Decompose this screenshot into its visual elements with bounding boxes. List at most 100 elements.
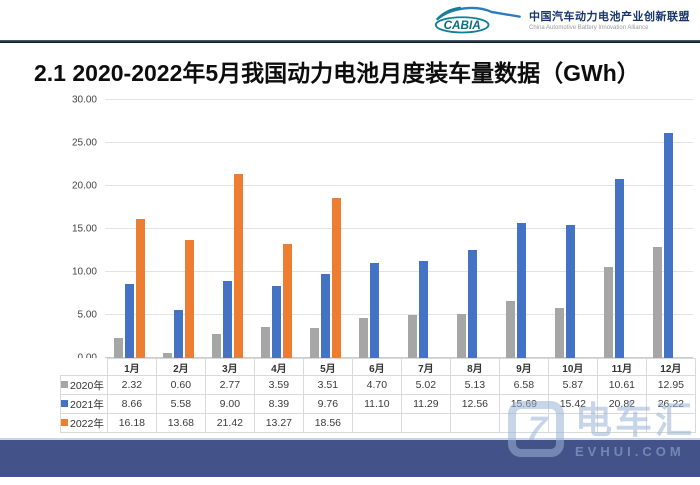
bar-slot [419, 100, 428, 358]
value-cell: 20.82 [596, 394, 647, 414]
bar-slot [310, 100, 319, 358]
bar-slot [577, 100, 586, 358]
y-tick-label: 30.00 [71, 94, 97, 106]
bar [310, 327, 319, 358]
bar [419, 260, 428, 358]
bar-slot [468, 100, 477, 358]
bar [261, 327, 270, 358]
value-cell [498, 413, 549, 433]
series-label: 2022年 [60, 413, 108, 433]
org-name-en: China Automotive Battery Innovation Alli… [529, 24, 649, 31]
cabia-logo-icon: CABIA [434, 6, 521, 34]
value-cell: 26.22 [645, 394, 696, 414]
table-corner-cell [60, 358, 108, 376]
gridline [105, 271, 693, 272]
bar-slot [615, 100, 624, 358]
bar [223, 280, 232, 358]
value-cell: 10.61 [596, 375, 647, 395]
month-header: 10月 [547, 358, 598, 376]
bar-slot [555, 100, 564, 358]
month-header: 7月 [400, 358, 451, 376]
bar-group [546, 100, 595, 358]
bar-groups [105, 100, 693, 358]
value-cell: 3.51 [302, 375, 353, 395]
table-body: 2020年 2.32 0.60 2.77 3.59 3.51 4.70 5.02 5.13 6.5… [60, 375, 696, 433]
gridline [105, 142, 693, 143]
bar-slot [479, 100, 488, 358]
bar [653, 246, 662, 358]
value-cell [351, 413, 402, 433]
bar [555, 307, 564, 358]
bar [174, 310, 183, 358]
bar [664, 132, 673, 358]
bar-slot [604, 100, 613, 358]
y-tick-label: 10.00 [71, 266, 97, 278]
bar-group [252, 100, 301, 358]
value-cell: 8.66 [106, 394, 157, 414]
value-cell: 11.29 [400, 394, 451, 414]
org-name-cn: 中国汽车动力电池产业创新联盟 [529, 10, 690, 23]
y-tick-label: 25.00 [71, 137, 97, 149]
value-cell: 5.58 [155, 394, 206, 414]
value-cell: 18.56 [302, 413, 353, 433]
table-row: 2021年 8.66 5.58 9.00 8.39 9.76 11.10 11.29 12.56… [60, 394, 696, 414]
chart-plot [105, 99, 693, 358]
bar-slot [626, 100, 635, 358]
bar-slot [212, 100, 221, 358]
cabia-logo-text: CABIA [444, 19, 481, 32]
bar-slot [359, 100, 368, 358]
value-cell: 5.87 [547, 375, 598, 395]
bar [468, 249, 477, 358]
series-name: 2020年 [70, 379, 104, 392]
value-cell: 2.77 [204, 375, 255, 395]
value-cell: 8.39 [253, 394, 304, 414]
bar [566, 225, 575, 358]
bar-slot [283, 100, 292, 358]
bar-group [595, 100, 644, 358]
gridline [105, 228, 693, 229]
bar-slot [234, 100, 243, 358]
gridline [105, 99, 693, 100]
series-name: 2021年 [70, 398, 104, 411]
bar-slot [381, 100, 390, 358]
bar-slot [261, 100, 270, 358]
bar-group [154, 100, 203, 358]
series-name: 2022年 [70, 417, 104, 430]
value-cell: 12.95 [645, 375, 696, 395]
bar-group [644, 100, 693, 358]
bar-slot [114, 100, 123, 358]
y-tick-label: 5.00 [77, 309, 97, 321]
bar [136, 218, 145, 358]
bar-slot [506, 100, 515, 358]
table-head-row: 1月 2月 3月 4月 5月 6月 7月 8月 9月 10月 11月 12月 [60, 358, 696, 376]
value-cell [547, 413, 598, 433]
bar [506, 301, 515, 358]
value-cell: 15.42 [547, 394, 598, 414]
bar-group [301, 100, 350, 358]
month-header: 8月 [449, 358, 500, 376]
header: CABIA 中国汽车动力电池产业创新联盟 China Automotive Ba… [0, 0, 700, 40]
bar [604, 266, 613, 358]
bar [408, 314, 417, 358]
month-header: 3月 [204, 358, 255, 376]
value-cell: 9.00 [204, 394, 255, 414]
bar [163, 352, 172, 358]
bar [359, 317, 368, 358]
bar [457, 313, 466, 358]
y-tick-label: 20.00 [71, 180, 97, 192]
bar-group [350, 100, 399, 358]
legend-swatch [61, 380, 68, 388]
bar-group [105, 100, 154, 358]
bar [517, 223, 526, 358]
bar-slot [457, 100, 466, 358]
gridline [105, 185, 693, 186]
value-cell: 9.76 [302, 394, 353, 414]
bar [234, 173, 243, 358]
bar-slot [566, 100, 575, 358]
bar-slot [163, 100, 172, 358]
value-cell: 4.70 [351, 375, 402, 395]
value-cell: 13.27 [253, 413, 304, 433]
month-header: 5月 [302, 358, 353, 376]
bar [114, 338, 123, 358]
